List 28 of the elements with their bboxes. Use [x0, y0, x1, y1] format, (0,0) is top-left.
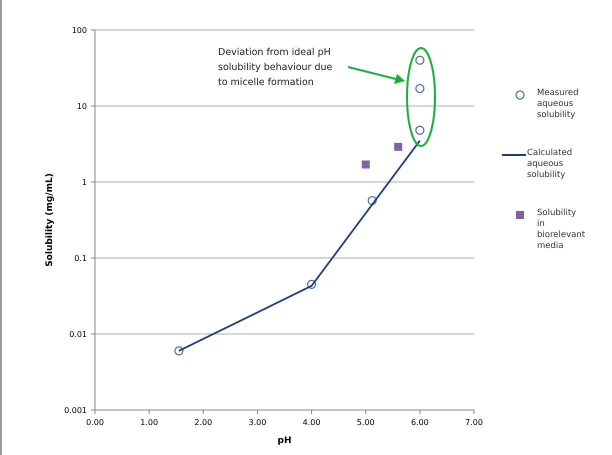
- point: [174, 346, 184, 356]
- y-axis-title: Solubility (mg/mL): [45, 173, 55, 267]
- x-tick-label: 5.00: [356, 418, 375, 427]
- y-tick-label: 100: [72, 26, 87, 35]
- legend-label: Measured aqueous solubility: [537, 88, 579, 120]
- x-tick-label: 1.00: [140, 418, 158, 427]
- point: [362, 160, 370, 168]
- y-tick-label: 0.001: [64, 406, 87, 415]
- x-tick-label: 7.00: [465, 418, 483, 427]
- point: [306, 280, 316, 289]
- point: [368, 196, 377, 206]
- x-tick-label: 3.00: [248, 418, 266, 427]
- y-tick-label: 1: [82, 178, 87, 187]
- y-tick-label: 10: [76, 102, 87, 111]
- y-tick-label: 0.1: [74, 254, 87, 263]
- point: [415, 56, 424, 65]
- y-tick-label: 0.01: [69, 330, 87, 339]
- legend-label: Solubility in biorelevant media: [537, 208, 586, 251]
- point: [415, 84, 424, 94]
- x-axis-title: pH: [278, 436, 292, 446]
- x-tick-label: 6.00: [410, 418, 429, 427]
- x-tick-label: 4.00: [302, 418, 320, 427]
- legend-label: Calculated aqueous solubility: [527, 148, 572, 180]
- point: [415, 126, 424, 135]
- annotation: Deviation from ideal pH solubility behaviour due to micelle formation: [218, 47, 333, 88]
- x-tick-label: 2.00: [194, 418, 212, 427]
- point: [394, 142, 402, 151]
- x-tick-label: 0.00: [86, 418, 104, 427]
